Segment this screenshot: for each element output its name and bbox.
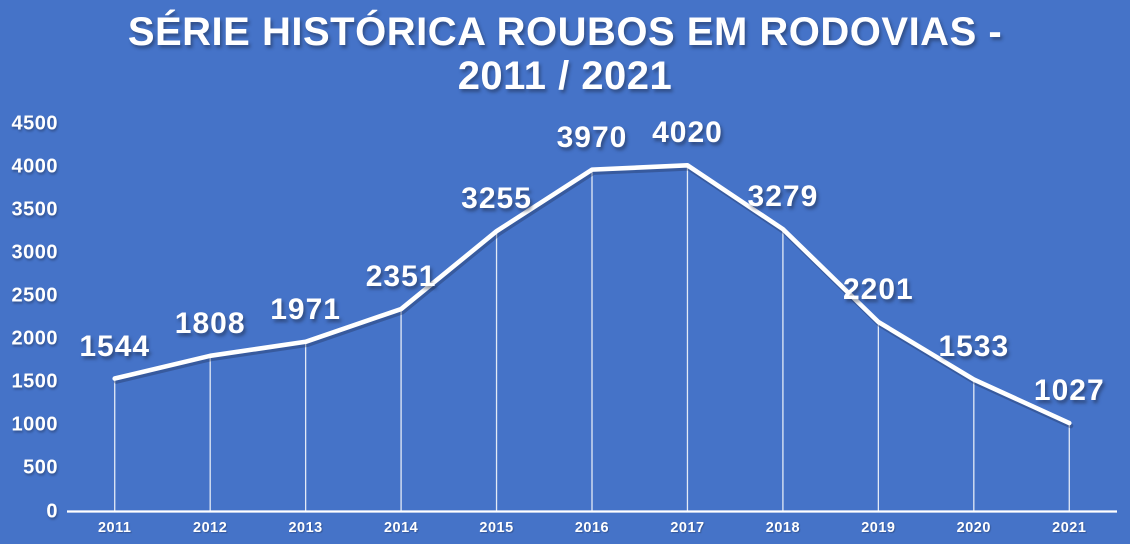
chart-title: SÉRIE HISTÓRICA ROUBOS EM RODOVIAS - 201… bbox=[0, 10, 1130, 98]
data-label: 4020 bbox=[652, 116, 723, 150]
data-label: 3970 bbox=[556, 120, 628, 154]
y-tick-label: 1000 bbox=[11, 413, 58, 436]
x-tick-label: 2011 bbox=[97, 520, 132, 536]
y-tick-label: 500 bbox=[23, 456, 58, 479]
data-label: 2351 bbox=[365, 260, 437, 294]
data-label: 1027 bbox=[1033, 374, 1105, 408]
y-tick-label: 4500 bbox=[11, 112, 58, 135]
chart-title-line2: 2011 / 2021 bbox=[457, 54, 673, 98]
series-line bbox=[112, 163, 1072, 426]
data-label: 1533 bbox=[938, 330, 1010, 364]
x-tick-label: 2013 bbox=[288, 520, 323, 536]
y-tick-label: 0 bbox=[46, 500, 58, 522]
x-tick-label: 2020 bbox=[956, 520, 991, 536]
y-tick-label: 1500 bbox=[11, 370, 58, 393]
x-tick-label: 2014 bbox=[383, 520, 419, 536]
data-label: 1544 bbox=[79, 329, 151, 363]
y-tick-label: 2500 bbox=[11, 284, 58, 307]
data-label: 3255 bbox=[461, 182, 532, 216]
data-label: 1808 bbox=[174, 306, 246, 340]
x-tick-label: 2021 bbox=[1052, 520, 1087, 536]
y-tick-label: 3500 bbox=[11, 198, 58, 221]
y-tick-label: 3000 bbox=[11, 241, 58, 264]
data-label: 1971 bbox=[270, 292, 341, 326]
data-label: 3279 bbox=[747, 180, 819, 214]
x-tick-label: 2018 bbox=[765, 520, 801, 536]
series-line-shadow bbox=[113, 165, 1074, 429]
x-tick-label: 2012 bbox=[193, 520, 228, 536]
x-tick-label: 2019 bbox=[861, 520, 896, 536]
data-label: 2201 bbox=[842, 272, 914, 306]
y-tick-label: 2000 bbox=[11, 327, 58, 350]
x-tick-label: 2015 bbox=[479, 520, 514, 536]
y-tick-label: 4000 bbox=[11, 155, 58, 178]
x-tick-label: 2016 bbox=[574, 520, 610, 536]
x-tick-label: 2017 bbox=[670, 520, 705, 536]
chart-title-line1: SÉRIE HISTÓRICA ROUBOS EM RODOVIAS - bbox=[127, 10, 1003, 54]
